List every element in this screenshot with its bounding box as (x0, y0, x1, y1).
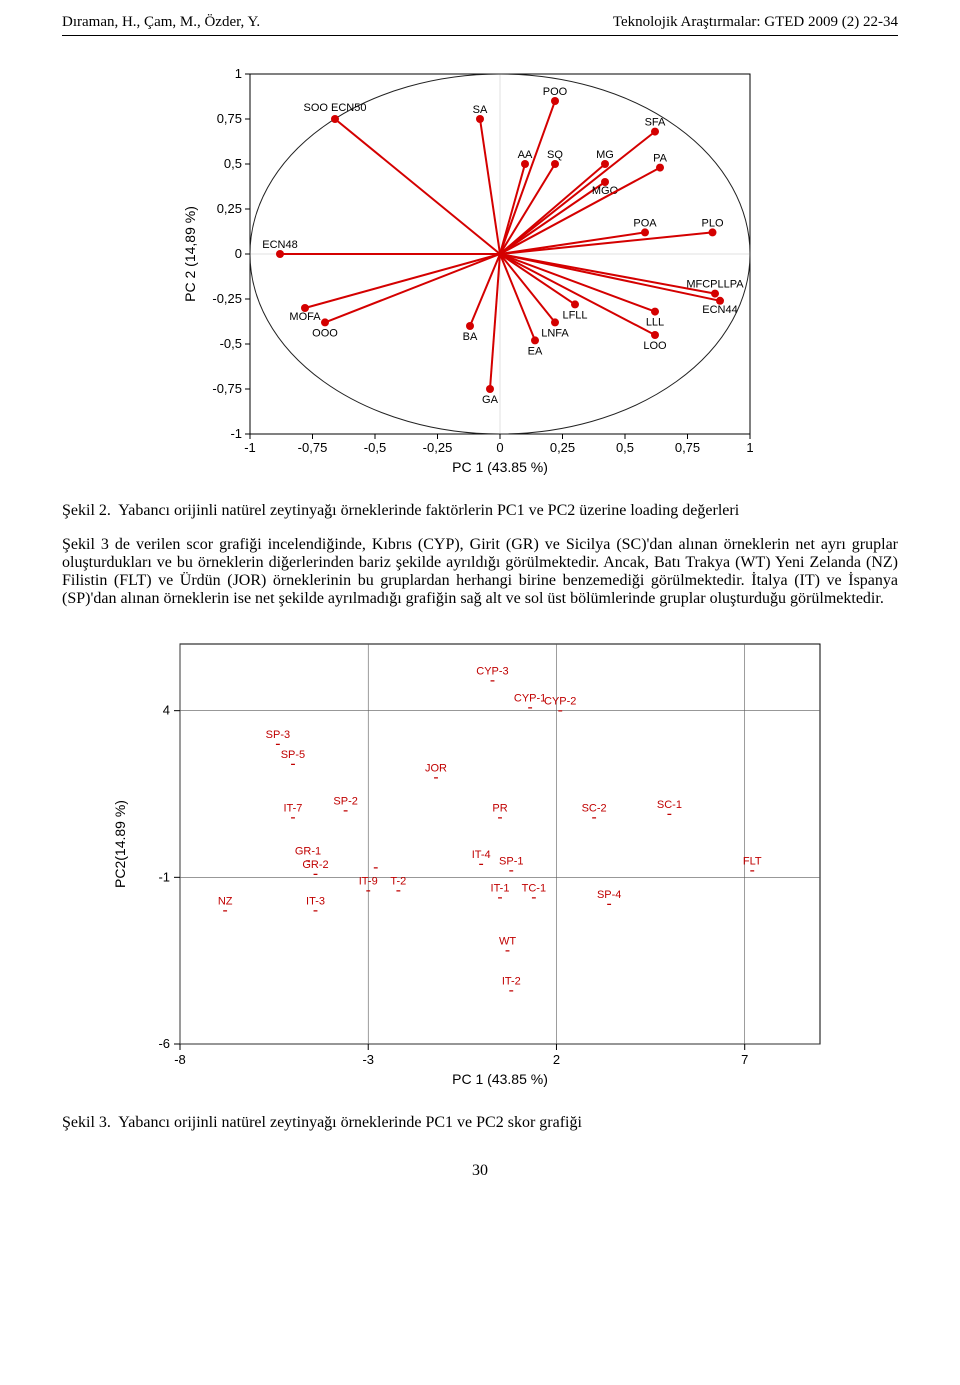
page: Dıraman, H., Çam, M., Özder, Y. Teknoloj… (0, 0, 960, 1202)
svg-text:4: 4 (163, 703, 170, 718)
svg-text:-1: -1 (158, 869, 170, 884)
svg-text:0: 0 (496, 440, 503, 455)
svg-text:0,75: 0,75 (217, 111, 242, 126)
svg-text:CYP-2: CYP-2 (544, 696, 576, 708)
svg-text:2: 2 (553, 1052, 560, 1067)
svg-text:SC-2: SC-2 (582, 802, 607, 814)
svg-text:WT: WT (499, 936, 516, 948)
svg-text:IT-7: IT-7 (283, 802, 302, 814)
page-number: 30 (0, 1162, 960, 1202)
svg-text:-: - (373, 859, 378, 875)
svg-text:IT-1: IT-1 (491, 882, 510, 894)
svg-text:IT-2: IT-2 (502, 976, 521, 988)
svg-text:GR-1: GR-1 (295, 846, 321, 858)
svg-text:PC 1 (43.85 %): PC 1 (43.85 %) (452, 459, 548, 475)
svg-text:-0,25: -0,25 (212, 291, 242, 306)
svg-text:-0,75: -0,75 (212, 381, 242, 396)
svg-text:CYP-3: CYP-3 (476, 666, 508, 678)
svg-text:SC-1: SC-1 (657, 799, 682, 811)
svg-text:-0,5: -0,5 (220, 336, 242, 351)
svg-text:GA: GA (482, 394, 499, 406)
svg-text:OOO: OOO (312, 327, 338, 339)
svg-text:SP-1: SP-1 (499, 856, 523, 868)
caption-text: Yabancı orijinli natürel zeytinyağı örne… (118, 1114, 582, 1131)
svg-text:IT-3: IT-3 (306, 896, 325, 908)
svg-text:SA: SA (473, 104, 488, 116)
svg-text:EA: EA (528, 345, 543, 357)
svg-text:1: 1 (235, 66, 242, 81)
svg-text:IT-4: IT-4 (472, 849, 491, 861)
svg-text:CYP-1: CYP-1 (514, 692, 546, 704)
svg-text:-0,25: -0,25 (423, 440, 453, 455)
svg-text:1: 1 (746, 440, 753, 455)
header-rule (62, 35, 898, 36)
svg-text:ECN48: ECN48 (262, 239, 297, 251)
header-left: Dıraman, H., Çam, M., Özder, Y. (62, 14, 260, 31)
svg-text:FLT: FLT (743, 856, 762, 868)
svg-text:SOO ECN50: SOO ECN50 (304, 102, 367, 114)
figure-2-caption: Şekil 2. Yabancı orijinli natürel zeytin… (0, 502, 960, 520)
figure-2: -1 -0,75 -0,5 -0,25 0 0,25 0,5 0,75 1 -1 -0,75 -0,5… (0, 54, 960, 484)
caption-text: Yabancı orijinli natürel zeytinyağı örne… (118, 502, 739, 519)
svg-text:BA: BA (463, 331, 478, 343)
svg-text:-8: -8 (174, 1052, 186, 1067)
svg-text:NZ: NZ (218, 896, 233, 908)
svg-text:MOFA: MOFA (289, 311, 321, 323)
svg-text:-1: -1 (230, 426, 242, 441)
svg-text:LFLL: LFLL (562, 309, 587, 321)
header-right: Teknolojik Araştırmalar: GTED 2009 (2) 2… (613, 14, 898, 31)
svg-text:POO: POO (543, 86, 568, 98)
svg-text:GR-2: GR-2 (302, 859, 328, 871)
svg-text:LOO: LOO (643, 340, 667, 352)
svg-text:7: 7 (741, 1052, 748, 1067)
svg-text:TC-1: TC-1 (522, 882, 546, 894)
svg-text:0,5: 0,5 (224, 156, 242, 171)
svg-text:PC 1 (43.85 %): PC 1 (43.85 %) (452, 1071, 548, 1087)
svg-text:SP-3: SP-3 (266, 729, 290, 741)
svg-text:SP-4: SP-4 (597, 889, 621, 901)
svg-text:PC2(14.89 %): PC2(14.89 %) (112, 800, 128, 888)
svg-text:PLO: PLO (701, 217, 723, 229)
svg-text:-0,5: -0,5 (364, 440, 386, 455)
caption-label: Şekil 3. (62, 1114, 111, 1131)
svg-text:SP-5: SP-5 (281, 749, 305, 761)
svg-text:-0,75: -0,75 (298, 440, 328, 455)
svg-text:AA: AA (518, 149, 533, 161)
svg-text:SFA: SFA (645, 117, 666, 129)
svg-text:0,75: 0,75 (675, 440, 700, 455)
caption-label: Şekil 2. (62, 502, 111, 519)
svg-text:PR: PR (492, 802, 507, 814)
svg-text:0: 0 (235, 246, 242, 261)
svg-text:LNFA: LNFA (541, 327, 569, 339)
figure-3-caption: Şekil 3. Yabancı orijinli natürel zeytin… (0, 1114, 960, 1132)
svg-text:0,25: 0,25 (550, 440, 575, 455)
page-header: Dıraman, H., Çam, M., Özder, Y. Teknoloj… (0, 0, 960, 33)
figure-3: -8 -3 2 7 -6 -1 4 PC 1 (43.85 %) PC2(14.89 %) - CY… (0, 624, 960, 1104)
svg-text:PC 2 (14,89 %): PC 2 (14,89 %) (182, 206, 198, 302)
svg-text:ECN44: ECN44 (702, 304, 737, 316)
svg-text:-3: -3 (362, 1052, 374, 1067)
svg-text:MFCPLLPA: MFCPLLPA (686, 279, 744, 291)
svg-text:MG: MG (596, 149, 614, 161)
svg-text:0,5: 0,5 (616, 440, 634, 455)
svg-text:SQ: SQ (547, 149, 563, 161)
svg-text:-6: -6 (158, 1036, 170, 1051)
svg-text:SP-2: SP-2 (333, 796, 357, 808)
svg-text:0,25: 0,25 (217, 201, 242, 216)
svg-text:LLL: LLL (646, 317, 664, 329)
svg-text:T-2: T-2 (390, 876, 406, 888)
svg-text:JOR: JOR (425, 762, 447, 774)
svg-text:IT-9: IT-9 (359, 876, 378, 888)
svg-text:PA: PA (653, 153, 668, 165)
svg-text:-1: -1 (244, 440, 256, 455)
body-paragraph: Şekil 3 de verilen scor grafiği incelend… (0, 536, 960, 608)
svg-text:POA: POA (633, 217, 657, 229)
